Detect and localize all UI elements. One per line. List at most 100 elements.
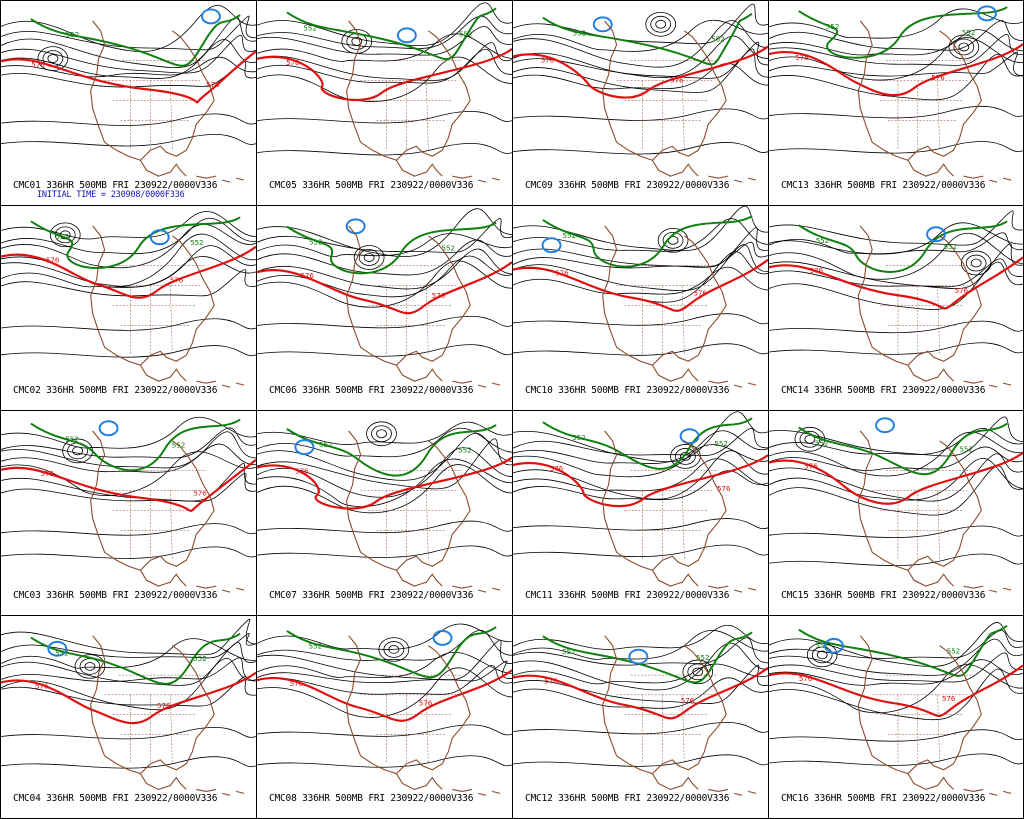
ensemble-member-panel: 576 576 552 552 CMC03 336HR 500MB FRI 230922…: [0, 410, 257, 616]
height-contour: [769, 525, 1023, 538]
height-contour: [513, 444, 768, 478]
state-borders: [104, 470, 207, 561]
height-contour: [257, 629, 512, 661]
closed-contour: [645, 11, 677, 37]
state-borders: [616, 60, 719, 151]
coastline: [651, 773, 699, 791]
contour-label-576: 576: [193, 489, 206, 498]
height-contour: [1, 416, 256, 449]
contour-552: [542, 417, 753, 470]
height-contour-map: 576 552 552: [769, 416, 1023, 593]
height-contour: [1, 638, 256, 669]
height-contour: [257, 755, 512, 768]
height-contour: [513, 218, 768, 252]
contour-576: [769, 256, 1023, 310]
panel-caption: CMC07 336HR 500MB FRI 230922/0000V336: [269, 590, 474, 601]
coastline: [602, 225, 727, 366]
height-contour: [513, 241, 768, 269]
height-contour: [1, 134, 256, 147]
coastline: [452, 585, 501, 593]
coastline: [651, 159, 699, 177]
contour-552: [30, 216, 241, 269]
closed-contour: [72, 446, 83, 456]
coastline: [963, 585, 1012, 593]
height-contour: [513, 244, 768, 292]
height-contour: [1, 657, 256, 711]
contour-label-576: 576: [799, 674, 812, 683]
height-contour: [257, 667, 512, 718]
height-contour: [513, 313, 768, 326]
coastline: [907, 569, 954, 587]
height-contour: [1, 451, 256, 496]
height-contour-map: 576 576 552 552: [1, 618, 256, 796]
contour-552: [798, 422, 1008, 476]
state-borders: [872, 265, 974, 356]
height-contour: [257, 255, 512, 298]
height-contour: [513, 62, 768, 90]
contour-label-552: 552: [696, 653, 709, 662]
state-borders: [616, 265, 719, 356]
low-center-contour: [824, 637, 844, 654]
coastline: [346, 635, 471, 775]
low-center-contour: [628, 648, 649, 665]
height-contour: [769, 446, 1023, 471]
height-contour: [1, 256, 256, 288]
contour-label-576: 576: [694, 289, 707, 298]
contour-label-552: 552: [65, 435, 78, 444]
contour-552: [542, 12, 753, 66]
closed-contour: [657, 228, 689, 253]
closed-contour: [388, 645, 400, 654]
height-contour: [513, 206, 768, 252]
low-center-contour: [541, 237, 562, 254]
closed-contour: [378, 637, 410, 662]
coastline: [452, 788, 501, 796]
coastline: [602, 20, 727, 161]
height-contour: [1, 4, 256, 52]
ensemble-member-panel: 576 552 552 CMC15 336HR 500MB FRI 230922/00…: [768, 410, 1024, 616]
closed-contour: [682, 659, 714, 685]
height-contour-map: 576 576 552 552: [1, 416, 256, 593]
height-contour: [1, 431, 256, 469]
contour-label-552: 552: [944, 242, 957, 251]
closed-contour: [958, 42, 970, 52]
ensemble-member-panel: 576 576 552 552 CMC06 336HR 500MB FRI 230922…: [256, 205, 513, 411]
contour-label-552: 552: [56, 232, 69, 241]
contour-552: [286, 626, 497, 679]
contour-label-552: 552: [303, 23, 316, 32]
height-contour: [257, 56, 512, 102]
coastline: [708, 380, 757, 388]
contour-552: [30, 14, 241, 67]
height-contour: [1, 618, 256, 656]
closed-contour: [363, 253, 375, 262]
height-contour: [257, 665, 512, 695]
contour-label-552: 552: [959, 444, 972, 453]
low-center-contour: [47, 640, 68, 657]
panel-caption: CMC11 336HR 500MB FRI 230922/0000V336: [525, 590, 730, 601]
height-contour: [513, 20, 768, 68]
height-contour: [257, 344, 512, 357]
height-contour: [257, 432, 512, 481]
height-contour: [769, 453, 1023, 502]
height-contour: [769, 29, 1023, 56]
height-contour-map: 576 576 552 552: [257, 208, 512, 388]
height-contour: [769, 210, 1023, 246]
height-contour: [1, 727, 256, 740]
height-contour: [257, 15, 512, 49]
height-contour: [513, 470, 768, 501]
closed-contour: [49, 222, 81, 248]
coastline: [395, 773, 443, 791]
ensemble-member-panel: 576 576 552 CMC08 336HR 500MB FRI 230922/00…: [256, 615, 513, 819]
coastline: [346, 20, 471, 161]
contour-552: [542, 631, 753, 684]
contour-label-576: 576: [942, 694, 955, 703]
height-contour: [769, 232, 1023, 280]
contour-label-552: 552: [172, 440, 185, 449]
height-contour: [513, 411, 768, 463]
height-contour: [513, 108, 768, 121]
closed-contour: [965, 254, 987, 272]
height-contour: [769, 105, 1023, 119]
contour-label-576: 576: [541, 55, 554, 64]
height-contour: [1, 427, 256, 459]
height-contour: [513, 266, 768, 295]
low-center-contour: [977, 5, 997, 22]
